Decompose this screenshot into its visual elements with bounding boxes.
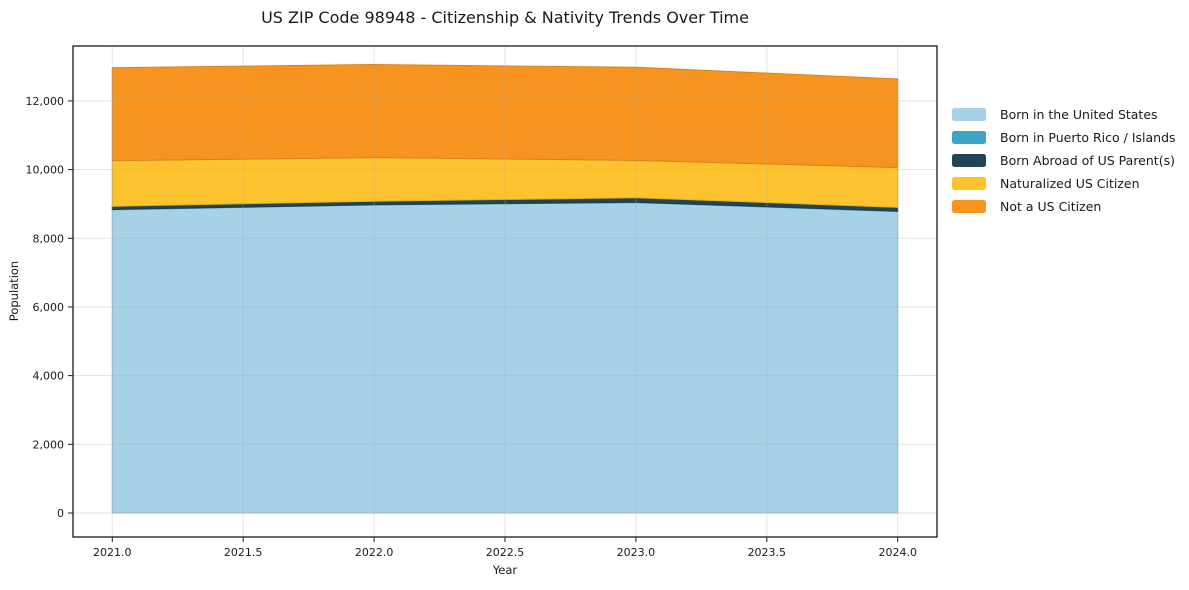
x-tick-label: 2023.5 [748, 546, 787, 559]
legend-swatch-puerto-rico [952, 131, 986, 144]
y-tick-label: 4,000 [33, 370, 65, 383]
y-tick-label: 0 [57, 507, 64, 520]
y-axis-title: Population [7, 260, 21, 322]
chart-title: US ZIP Code 98948 - Citizenship & Nativi… [261, 8, 749, 27]
legend-label-not-citizen: Not a US Citizen [1000, 199, 1102, 214]
y-tick-label: 12,000 [26, 95, 65, 108]
x-axis-title: Year [492, 563, 518, 577]
y-tick-label: 2,000 [33, 438, 65, 451]
legend-item: Born in Puerto Rico / Islands [952, 126, 1176, 149]
x-tick-label: 2022.5 [486, 546, 525, 559]
x-tick-label: 2021.5 [224, 546, 263, 559]
legend-item: Not a US Citizen [952, 195, 1176, 218]
legend-label-puerto-rico: Born in Puerto Rico / Islands [1000, 130, 1176, 145]
grid-layer [73, 46, 937, 537]
x-tick-label: 2024.0 [878, 546, 917, 559]
legend-item: Born in the United States [952, 103, 1176, 126]
legend-label-born-us: Born in the United States [1000, 107, 1158, 122]
legend-swatch-naturalized [952, 177, 986, 190]
legend-swatch-not-citizen [952, 200, 986, 213]
axis-layer: 0 2,000 4,000 6,000 8,000 10,000 12,000 2021.0 2… [26, 95, 917, 559]
y-tick-label: 6,000 [33, 301, 65, 314]
legend: Born in the United States Born in Puerto… [952, 103, 1176, 218]
legend-label-naturalized: Naturalized US Citizen [1000, 176, 1140, 191]
x-tick-label: 2021.0 [93, 546, 132, 559]
legend-swatch-born-us [952, 108, 986, 121]
x-tick-label: 2023.0 [617, 546, 656, 559]
y-tick-label: 10,000 [26, 164, 65, 177]
legend-item: Born Abroad of US Parent(s) [952, 149, 1176, 172]
legend-swatch-born-abroad [952, 154, 986, 167]
area-layer [111, 64, 899, 514]
area-series-4 [111, 64, 899, 169]
y-tick-label: 8,000 [33, 232, 65, 245]
x-tick-label: 2022.0 [355, 546, 394, 559]
legend-item: Naturalized US Citizen [952, 172, 1176, 195]
legend-label-born-abroad: Born Abroad of US Parent(s) [1000, 153, 1175, 168]
